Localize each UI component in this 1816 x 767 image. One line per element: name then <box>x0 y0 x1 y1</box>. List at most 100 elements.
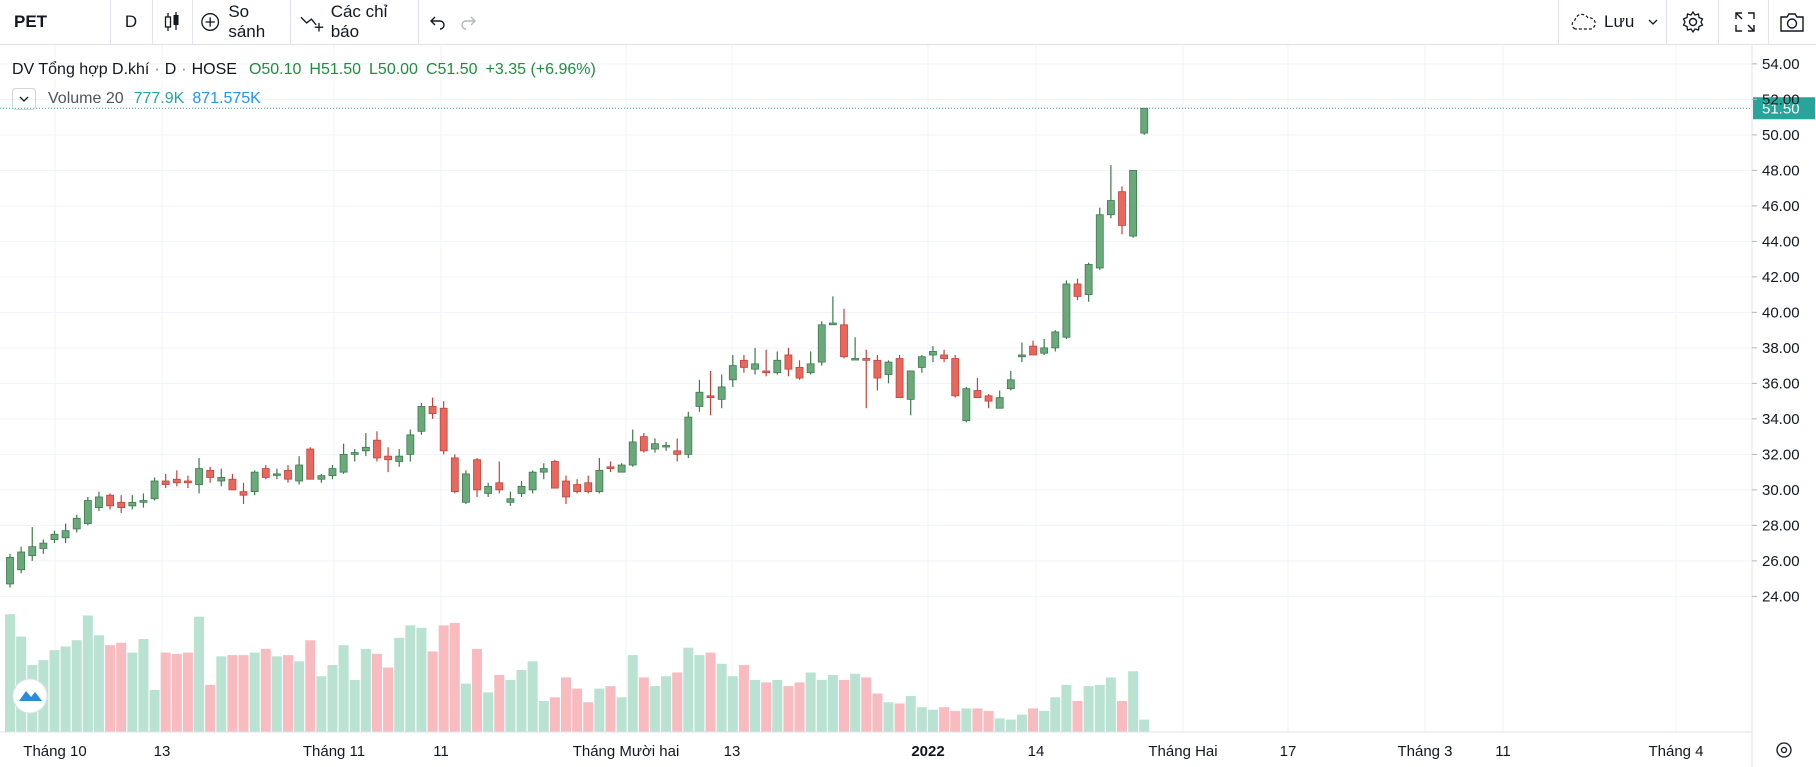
volume-bar <box>71 640 82 732</box>
price-chart[interactable]: 51.50 54.00 52.00 50.00 48.00 46.00 44.00 42.0… <box>0 45 1816 767</box>
candle <box>628 429 637 467</box>
candle <box>339 443 348 474</box>
volume-histogram <box>5 614 1150 732</box>
indicators-button[interactable]: Các chỉ báo <box>300 0 416 44</box>
candle-body <box>473 459 481 491</box>
volume-bar <box>149 689 160 732</box>
volume-bar <box>794 682 805 732</box>
volume-bar <box>416 627 427 732</box>
save-button[interactable]: Lưu <box>1568 0 1660 44</box>
settings-button[interactable] <box>1678 0 1708 44</box>
candle-body <box>495 482 504 491</box>
time-tick-label: 14 <box>1028 743 1045 760</box>
candle-body <box>450 457 459 493</box>
volume-label: Volume 20 <box>48 90 124 107</box>
candle-body <box>873 359 882 379</box>
volume-bar <box>371 653 382 732</box>
volume-bar <box>516 670 527 732</box>
volume-bar <box>194 616 205 732</box>
candle-body <box>50 533 59 540</box>
candle-body <box>83 500 92 524</box>
candle <box>117 495 126 513</box>
undo-button[interactable] <box>426 0 450 44</box>
volume-bar <box>994 718 1005 732</box>
candle <box>473 457 481 497</box>
volume-bar <box>561 677 571 732</box>
candle <box>61 523 70 544</box>
volume-bar <box>238 655 249 732</box>
price-tick-label: 42.00 <box>1762 269 1800 286</box>
candles-icon <box>164 12 179 31</box>
interval-button[interactable]: D <box>112 0 150 44</box>
price-tick-label: 40.00 <box>1762 304 1800 321</box>
candle-body <box>195 468 203 485</box>
candle <box>250 470 259 496</box>
price-tick-label: 30.00 <box>1762 482 1800 499</box>
compare-button[interactable]: So sánh <box>200 0 286 44</box>
volume-bar <box>182 652 193 732</box>
candle <box>917 354 926 373</box>
candle-body <box>795 366 804 379</box>
candle-body <box>239 491 248 496</box>
candle <box>1018 342 1026 363</box>
candle <box>150 477 159 501</box>
candle-body <box>95 496 103 509</box>
candle <box>539 463 548 480</box>
candle <box>495 461 504 494</box>
candle-body <box>828 322 837 326</box>
volume-bar <box>783 686 794 732</box>
volume-bar <box>661 676 672 732</box>
legend-collapse-button[interactable] <box>12 88 36 110</box>
toolbar-divider <box>290 0 291 44</box>
volume-bar <box>216 656 227 732</box>
candle <box>884 360 893 384</box>
candle-body <box>695 391 704 407</box>
candle <box>773 351 782 375</box>
volume-value: 777.9K <box>133 90 185 107</box>
candle-body <box>261 468 270 478</box>
candle-body <box>484 485 493 494</box>
volume-bar <box>961 708 972 732</box>
candle-body <box>651 443 659 450</box>
candle-body <box>717 386 726 400</box>
candle <box>1062 280 1071 339</box>
candle <box>1084 262 1093 302</box>
candle-body <box>373 439 381 459</box>
compare-label: So sánh <box>228 2 266 41</box>
candle-body <box>562 480 570 498</box>
redo-button[interactable] <box>456 0 480 44</box>
volume-bar <box>205 684 216 732</box>
legend-exchange: HOSE <box>191 61 237 78</box>
candle-body <box>606 466 615 469</box>
symbol-search[interactable]: PET <box>14 0 106 44</box>
camera-icon <box>1780 13 1804 32</box>
chart-type-button[interactable] <box>156 0 188 44</box>
candle-body <box>1040 347 1049 354</box>
candle <box>83 496 92 526</box>
volume-bar <box>49 650 60 732</box>
volume-bar <box>483 692 494 732</box>
candle <box>550 459 559 489</box>
candle <box>417 402 426 435</box>
save-label: Lưu <box>1604 12 1635 31</box>
volume-bar <box>383 667 394 732</box>
last-price-line: 51.50 <box>0 97 1815 120</box>
legend-name: DV Tổng hợp D.khí <box>12 61 150 78</box>
toolbar-divider <box>1718 0 1719 44</box>
price-tick-label: 38.00 <box>1762 340 1800 357</box>
volume-bar <box>983 710 994 732</box>
candle <box>161 473 170 489</box>
time-tick-label: 2022 <box>911 743 944 760</box>
candle-body <box>217 477 226 482</box>
fullscreen-button[interactable] <box>1730 0 1760 44</box>
candle <box>428 397 437 419</box>
volume-bar <box>839 679 849 732</box>
chevron-down-icon <box>1648 19 1658 25</box>
candle-body <box>806 363 815 374</box>
candle <box>662 441 670 451</box>
volume-bar <box>60 646 71 732</box>
time-tick-label: 11 <box>1495 743 1511 760</box>
screenshot-button[interactable] <box>1776 0 1808 44</box>
candle <box>361 433 370 457</box>
volume-bar <box>171 653 182 732</box>
